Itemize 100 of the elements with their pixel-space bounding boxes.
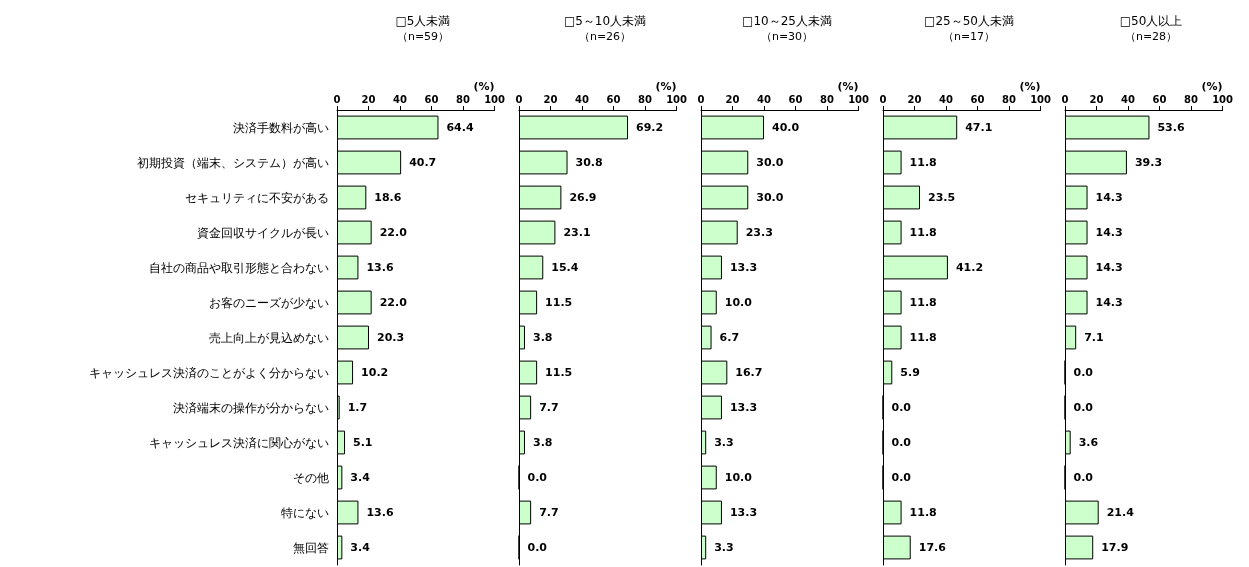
data-label: 11.5 [545,296,573,309]
data-label: 69.2 [636,121,664,134]
x-tick-label: 100 [1030,93,1052,105]
x-tick-label: 40 [757,93,772,105]
chart-title: □50人以上 [1119,14,1183,28]
chart-subtitle: （n=59） [396,30,450,43]
x-tick-label: 20 [543,93,558,105]
data-label: 11.8 [909,331,937,344]
data-label: 10.0 [724,296,753,309]
x-tick-label: 40 [393,93,408,105]
y-tick-label: 売上向上が見込めない [209,330,329,345]
x-tick-label: 80 [456,93,471,105]
data-label: 11.8 [909,156,937,169]
data-label: 7.1 [1084,331,1104,344]
chart-subtitle: （n=28） [1124,30,1178,43]
data-label: 13.3 [729,261,758,274]
x-tick-label: 0 [1061,93,1069,105]
y-tick-label: セキュリティに不安がある [185,190,329,205]
data-label: 3.4 [350,541,371,554]
data-label: 20.3 [376,331,405,344]
data-label: 21.4 [1106,506,1135,519]
data-label: 10.2 [361,366,389,379]
y-tick-label: キャッシュレス決済のことがよく分からない [89,365,329,380]
data-label: 40.7 [409,156,437,169]
x-tick-label: 60 [424,93,439,105]
x-axis-title: (%) [1019,80,1041,93]
data-label: 0.0 [1073,401,1094,414]
y-tick-label: 資金回収サイクルが長い [197,225,329,240]
x-tick-label: 80 [1002,93,1017,105]
data-label: 53.6 [1157,121,1185,134]
y-tick-label: 決済手数料が高い [233,120,329,135]
x-tick-label: 100 [666,93,688,105]
data-label: 13.6 [366,506,394,519]
x-tick-label: 100 [848,93,870,105]
x-tick-label: 0 [879,93,887,105]
data-label: 15.4 [551,261,579,274]
data-label: 23.3 [745,226,773,239]
data-label: 16.7 [735,366,763,379]
data-label: 23.1 [563,226,591,239]
x-tick-label: 20 [361,93,376,105]
y-tick-label: 特にない [281,505,329,520]
data-label: 5.1 [353,436,373,449]
x-tick-label: 80 [820,93,835,105]
data-label: 11.8 [909,226,937,239]
x-tick-label: 40 [1121,93,1136,105]
data-label: 11.8 [909,296,937,309]
data-label: 11.5 [545,366,573,379]
data-label: 30.0 [756,156,784,169]
data-label: 64.4 [446,121,474,134]
data-label: 41.2 [955,261,984,274]
data-label: 6.7 [719,331,740,344]
x-axis-title: (%) [473,80,495,93]
data-label: 5.9 [900,366,920,379]
data-label: 18.6 [374,191,402,204]
chart-subtitle: （n=30） [760,30,814,43]
x-tick-label: 20 [907,93,922,105]
y-tick-label: キャッシュレス決済に関心がない [149,435,329,450]
x-tick-label: 60 [1152,93,1167,105]
data-label: 0.0 [891,436,912,449]
data-label: 0.0 [527,541,548,554]
data-label: 1.7 [347,401,368,414]
x-tick-label: 60 [970,93,985,105]
x-tick-label: 20 [1089,93,1104,105]
chart-subtitle: （n=17） [942,30,996,43]
x-tick-label: 20 [725,93,740,105]
chart-title: □10～25人未満 [742,14,832,28]
x-tick-label: 60 [788,93,803,105]
data-label: 22.0 [379,226,408,239]
data-label: 39.3 [1134,156,1163,169]
data-label: 14.3 [1095,296,1123,309]
data-label: 13.3 [729,401,758,414]
data-label: 30.8 [575,156,603,169]
data-label: 3.4 [350,471,371,484]
x-tick-label: 100 [1212,93,1234,105]
data-label: 0.0 [891,401,912,414]
data-label: 26.9 [569,191,597,204]
data-label: 17.6 [918,541,947,554]
data-label: 14.3 [1095,226,1123,239]
x-tick-label: 40 [939,93,954,105]
data-label: 47.1 [965,121,993,134]
x-axis-title: (%) [837,80,859,93]
data-label: 3.3 [714,436,734,449]
data-label: 7.7 [539,506,559,519]
data-label: 3.6 [1078,436,1099,449]
data-label: 30.0 [756,191,784,204]
data-label: 0.0 [891,471,912,484]
data-label: 14.3 [1095,191,1123,204]
x-tick-label: 0 [333,93,341,105]
x-tick-label: 100 [484,93,506,105]
chart-subtitle: （n=26） [578,30,632,43]
data-label: 17.9 [1101,541,1129,554]
data-label: 11.8 [909,506,937,519]
y-tick-label: 自社の商品や取引形態と合わない [149,260,329,275]
y-tick-label: お客のニーズが少ない [209,295,329,310]
x-axis-title: (%) [655,80,677,93]
x-tick-label: 60 [606,93,621,105]
data-label: 3.8 [532,331,553,344]
chart-title: □5～10人未満 [563,14,647,28]
data-label: 3.3 [714,541,734,554]
data-label: 13.3 [729,506,758,519]
